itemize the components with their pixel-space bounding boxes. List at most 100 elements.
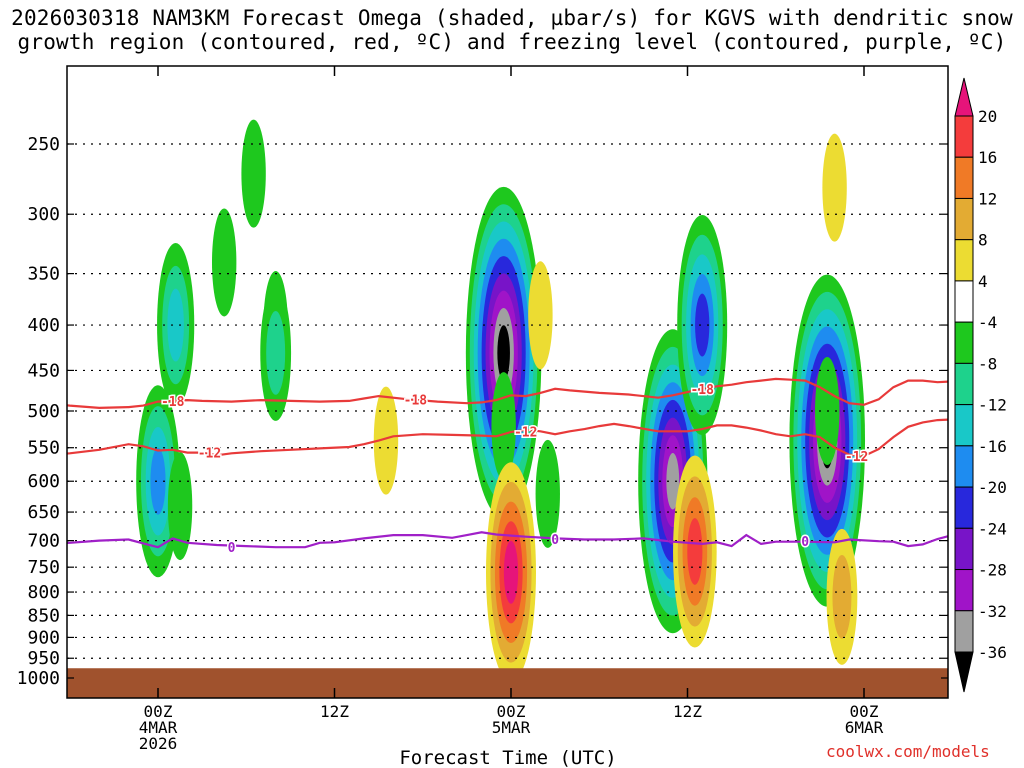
- colorbar-label-13: -36: [978, 643, 1007, 662]
- colorbar-bin-10: [954, 527, 974, 571]
- blob-01z4mar-cyan-level-2: [167, 288, 184, 362]
- dgz-top-minus18-line: [67, 377, 948, 410]
- colorbar-label-2: 12: [978, 189, 997, 208]
- blob-0730-green: [167, 452, 193, 561]
- blob-07z-cyan: [260, 284, 292, 421]
- y-tick-label-800: 800: [27, 582, 60, 603]
- y-tick-label-500: 500: [27, 401, 60, 422]
- blob-01z4mar-cyan: [157, 243, 195, 408]
- terrain-fill: [67, 668, 948, 698]
- colorbar-bin-0: [954, 115, 974, 158]
- dgz-top-minus18-label-1: -18: [404, 393, 428, 408]
- blob-0730-green-level-0: [167, 452, 193, 561]
- x-tick-label-18-0: 12Z: [320, 702, 349, 721]
- y-tick-label-700: 700: [27, 531, 60, 552]
- freezing-level-0-line: [67, 531, 948, 549]
- y-tick-label-650: 650: [27, 502, 60, 523]
- colorbar-bin-12: [954, 610, 974, 653]
- colorbar-label-6: -8: [978, 354, 997, 373]
- freezing-level-0-label-0: 0: [228, 541, 236, 556]
- max-descent-00z5mar: [486, 462, 536, 683]
- y-tick-label-350: 350: [27, 264, 60, 285]
- dgz-bottom-minus12-label-0: -12: [198, 447, 221, 462]
- axes: 2503003504004505005506006507007508008509…: [17, 66, 948, 753]
- blob-upper-green-level-0: [241, 119, 266, 228]
- colorbar-label-9: -20: [978, 478, 1007, 497]
- colorbar-bin-9: [954, 486, 974, 529]
- y-tick-label-400: 400: [27, 315, 60, 336]
- blob-07z-cyan-level-1: [266, 311, 286, 395]
- y-tick-label-1000: 1000: [17, 668, 60, 689]
- blob-02z5mar-yellow-level-0: [528, 261, 553, 370]
- y-tick-label-450: 450: [27, 360, 60, 381]
- colorbar-label-0: 20: [978, 107, 997, 126]
- blob-03z-green: [211, 208, 237, 317]
- colorbar-label-11: -28: [978, 561, 1007, 580]
- colorbar-bin-6: [954, 362, 974, 406]
- blob-22z-yellow-level-0: [822, 133, 847, 242]
- plot-frame: [66, 65, 949, 699]
- y-tick-label-750: 750: [27, 557, 60, 578]
- blob-02z5mar-yellow: [528, 261, 553, 370]
- dgz-top-minus18-label-0: -18: [161, 395, 185, 410]
- colorbar-label-10: -24: [978, 519, 1007, 538]
- x-tick-label-6-1: 4MAR: [139, 718, 178, 737]
- title-line-2: growth region (contoured, red, ºC) and f…: [17, 30, 1007, 54]
- terrain: [67, 668, 948, 698]
- blob-2130-yellow-level-0: [373, 386, 399, 495]
- colorbar-bin-5: [954, 321, 974, 364]
- colorbar-label-5: -4: [978, 313, 997, 332]
- blob-22z-orange: [826, 528, 858, 665]
- max-ascent-00z5mar-level-8: [497, 325, 510, 381]
- blob-04z5mar-green-level-0: [535, 439, 560, 548]
- y-tick-label-250: 250: [27, 134, 60, 155]
- y-tick-label-600: 600: [27, 471, 60, 492]
- colorbar-label-3: 8: [978, 231, 988, 250]
- colorbar-bin-4: [954, 280, 974, 323]
- colorbar-label-8: -16: [978, 437, 1007, 456]
- credit-text: coolwx.com/models: [826, 742, 990, 761]
- blob-22z-yellow: [822, 133, 847, 242]
- dgz-bottom-minus12-label-2: -12: [845, 450, 868, 465]
- y-tick-label-900: 900: [27, 627, 60, 648]
- x-tick-label-30-1: 5MAR: [492, 718, 531, 737]
- freezing-level-0-label-2: 0: [801, 535, 809, 550]
- x-tick-label-54-1: 6MAR: [845, 718, 884, 737]
- blob-03z-green-level-0: [211, 208, 237, 317]
- x-tick-label-6-0: 00Z: [144, 702, 173, 721]
- blob-00z4mar-blue: [136, 385, 180, 578]
- dgz-top-minus18-label-2: -18: [690, 383, 714, 398]
- colorbar-label-1: 16: [978, 148, 997, 167]
- max-descent-00z5mar-level-4: [503, 540, 519, 604]
- colorbar-label-7: -12: [978, 396, 1007, 415]
- colorbar-top-arrow: [954, 77, 974, 117]
- blob-22z-orange-level-1: [832, 554, 852, 639]
- dgz-bottom-minus12-line: [67, 418, 948, 458]
- colorbar-bin-3: [954, 239, 974, 282]
- max-ascent-11z5mar-level-7: [666, 452, 680, 510]
- y-tick-label-300: 300: [27, 204, 60, 225]
- dgz-bottom-minus12-label-1: -12: [514, 425, 537, 440]
- x-tick-label-30-0: 00Z: [497, 702, 526, 721]
- x-tick-label-42-0: 12Z: [673, 702, 702, 721]
- blob-2130-yellow: [373, 386, 399, 495]
- y-tick-label-950: 950: [27, 648, 60, 669]
- y-tick-label-550: 550: [27, 438, 60, 459]
- chart-title: 2026030318 NAM3KM Forecast Omega (shaded…: [0, 6, 1024, 54]
- blob-upper-green: [241, 119, 266, 228]
- max-descent-13z5mar-level-3: [687, 518, 703, 585]
- x-tick-label-6-2: 2026: [139, 734, 178, 753]
- colorbar-bin-2: [954, 197, 974, 241]
- colorbar-bin-8: [954, 445, 974, 488]
- title-line-1: 2026030318 NAM3KM Forecast Omega (shaded…: [11, 6, 1013, 30]
- blob-13z-blue-level-4: [695, 293, 710, 357]
- colorbar: 20 16 12 8 4 -4 -8 -12 -16 -20 -24 -28 -32 -36: [954, 77, 1007, 693]
- contour-lines: -18 -18 -18 -12 -12 -12 0 0 0: [67, 377, 948, 558]
- colorbar-bin-7: [954, 404, 974, 447]
- y-tick-label-850: 850: [27, 605, 60, 626]
- blob-04z5mar-green: [535, 439, 560, 548]
- colorbar-label-4: 4: [978, 272, 988, 291]
- x-axis-label: Forecast Time (UTC): [399, 747, 616, 768]
- colorbar-bin-1: [954, 156, 974, 199]
